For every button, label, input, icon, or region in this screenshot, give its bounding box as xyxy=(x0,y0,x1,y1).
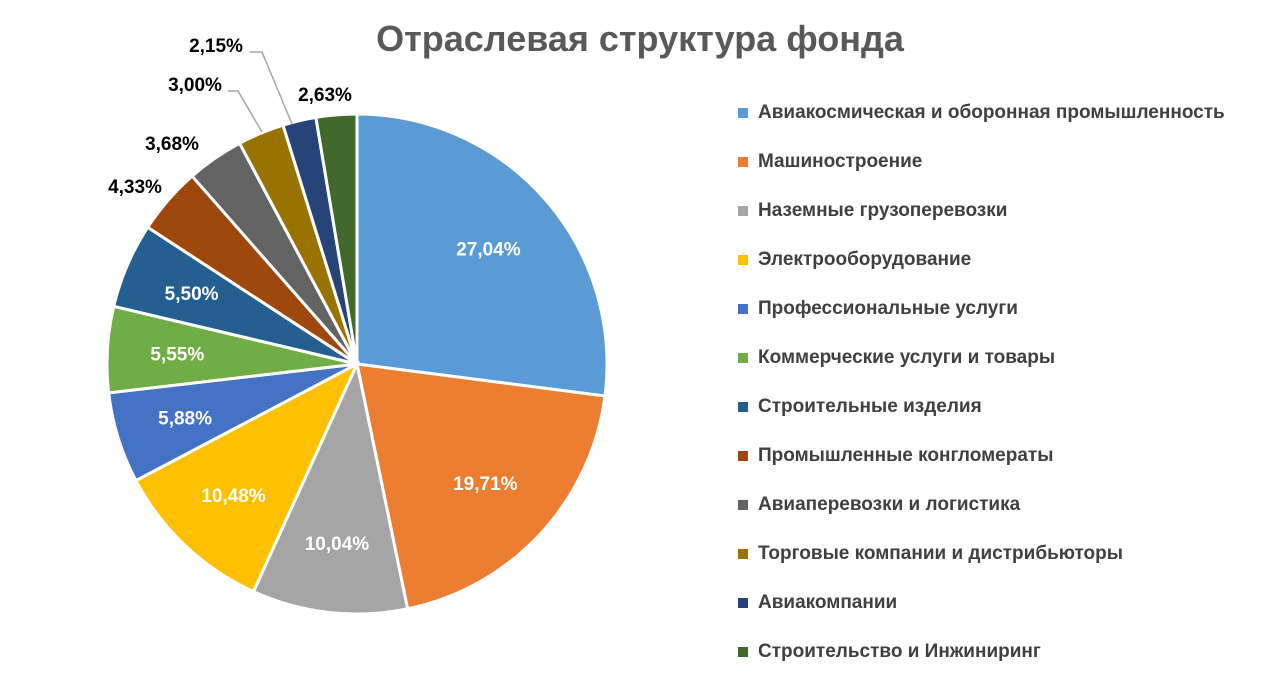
data-label: 5,50% xyxy=(165,284,219,305)
chart-title-text: Отраслевая структура фонда xyxy=(376,18,904,59)
legend-item: Строительство и Инжиниринг xyxy=(738,641,1225,690)
data-label: 10,48% xyxy=(201,486,266,507)
legend-item: Электрооборудование xyxy=(738,249,1225,298)
legend-label: Торговые компании и дистрибьюторы xyxy=(758,543,1123,564)
legend-swatch xyxy=(738,402,748,412)
legend-swatch xyxy=(738,647,748,657)
legend-swatch xyxy=(738,206,748,216)
legend-swatch xyxy=(738,157,748,167)
legend: Авиакосмическая и оборонная промышленнос… xyxy=(738,102,1225,690)
pie-slice xyxy=(133,360,361,594)
data-label: 5,55% xyxy=(150,344,204,365)
legend-item: Авиакосмическая и оборонная промышленнос… xyxy=(738,102,1225,151)
legend-swatch xyxy=(738,353,748,363)
pie-chart: 27,04% 19,71% 10,04% 10,48% 5,88% 5,55% 5,50% 4… xyxy=(105,36,609,616)
legend-item: Промышленные конгломераты xyxy=(738,445,1225,494)
legend-label: Строительство и Инжиниринг xyxy=(758,641,1041,662)
data-label: 27,04% xyxy=(456,239,521,260)
data-label: 5,88% xyxy=(158,408,212,429)
legend-item: Коммерческие услуги и товары xyxy=(738,347,1225,396)
data-label: 4,33% xyxy=(108,177,162,198)
data-label: 2,63% xyxy=(298,85,352,106)
legend-item: Авиаперевозки и логистика xyxy=(738,494,1225,543)
data-label: 10,04% xyxy=(305,534,370,555)
legend-swatch xyxy=(738,108,748,118)
pie-slice xyxy=(314,112,359,365)
legend-swatch xyxy=(738,500,748,510)
legend-item: Торговые компании и дистрибьюторы xyxy=(738,543,1225,592)
legend-label: Коммерческие услуги и товары xyxy=(758,347,1056,368)
data-label: 2,15% xyxy=(189,36,243,57)
legend-item: Профессиональные услуги xyxy=(738,298,1225,347)
data-label: 19,71% xyxy=(453,474,518,495)
legend-label: Авиаперевозки и логистика xyxy=(758,494,1021,515)
legend-swatch xyxy=(738,255,748,265)
pie-slice xyxy=(355,112,609,398)
legend-label: Авиакосмическая и оборонная промышленнос… xyxy=(758,102,1225,123)
data-label: 3,68% xyxy=(145,134,199,155)
legend-item: Авиакомпании xyxy=(738,592,1225,641)
pie-slice xyxy=(251,359,410,616)
legend-swatch xyxy=(738,598,748,608)
legend-swatch xyxy=(738,549,748,559)
legend-item: Наземные грузоперевозки xyxy=(738,200,1225,249)
legend-swatch xyxy=(738,451,748,461)
legend-label: Профессиональные услуги xyxy=(758,298,1018,319)
legend-label: Строительные изделия xyxy=(758,396,982,417)
legend-label: Авиакомпании xyxy=(758,592,898,613)
legend-item: Машиностроение xyxy=(738,151,1225,200)
legend-label: Промышленные конгломераты xyxy=(758,445,1054,466)
legend-swatch xyxy=(738,304,748,314)
pie-slice xyxy=(355,362,607,611)
leader-line xyxy=(228,90,263,133)
chart-title: Отраслевая структура фонда xyxy=(0,18,1280,60)
legend-item: Строительные изделия xyxy=(738,396,1225,445)
leader-line xyxy=(250,51,293,125)
legend-label: Наземные грузоперевозки xyxy=(758,200,1008,221)
legend-label: Машиностроение xyxy=(758,151,923,172)
legend-label: Электрооборудование xyxy=(758,249,972,270)
data-label: 3,00% xyxy=(168,75,222,96)
